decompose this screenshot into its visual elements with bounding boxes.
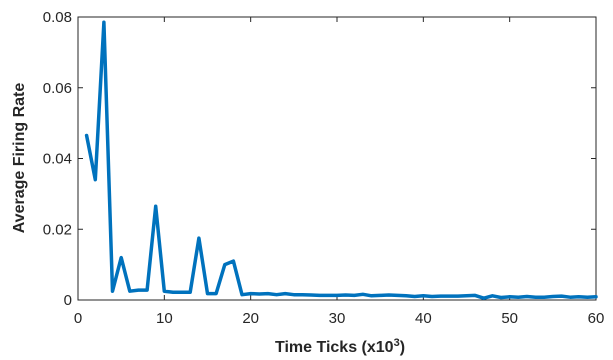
y-axis: 0 0.02 0.04 0.06 0.08 <box>43 9 596 309</box>
x-axis-label-close: ) <box>400 339 405 356</box>
x-tick-label: 40 <box>415 310 432 327</box>
x-tick-label: 50 <box>501 310 518 327</box>
series-line <box>84 20 598 300</box>
x-axis-label-main: Time Ticks (x10 <box>275 339 394 356</box>
x-tick-label: 10 <box>156 310 173 327</box>
x-axis-label: Time Ticks (x103) <box>275 337 405 356</box>
x-tick-label: 30 <box>329 310 346 327</box>
y-tick-label: 0.04 <box>43 151 72 168</box>
y-tick-label: 0 <box>64 292 72 309</box>
y-tick-label: 0.08 <box>43 9 72 26</box>
plot-area <box>77 16 597 301</box>
x-tick-label: 20 <box>242 310 259 327</box>
x-tick-label: 60 <box>588 310 605 327</box>
x-tick-label: 0 <box>74 310 82 327</box>
y-axis-label: Average Firing Rate <box>11 83 28 234</box>
series-layer <box>84 20 598 300</box>
plot-frame <box>77 16 597 301</box>
x-axis-label-exponent: 3 <box>394 337 400 349</box>
y-tick-label: 0.06 <box>43 80 72 97</box>
x-axis: 0 10 20 30 40 50 60 <box>74 17 605 327</box>
y-tick-label: 0.02 <box>43 221 72 238</box>
